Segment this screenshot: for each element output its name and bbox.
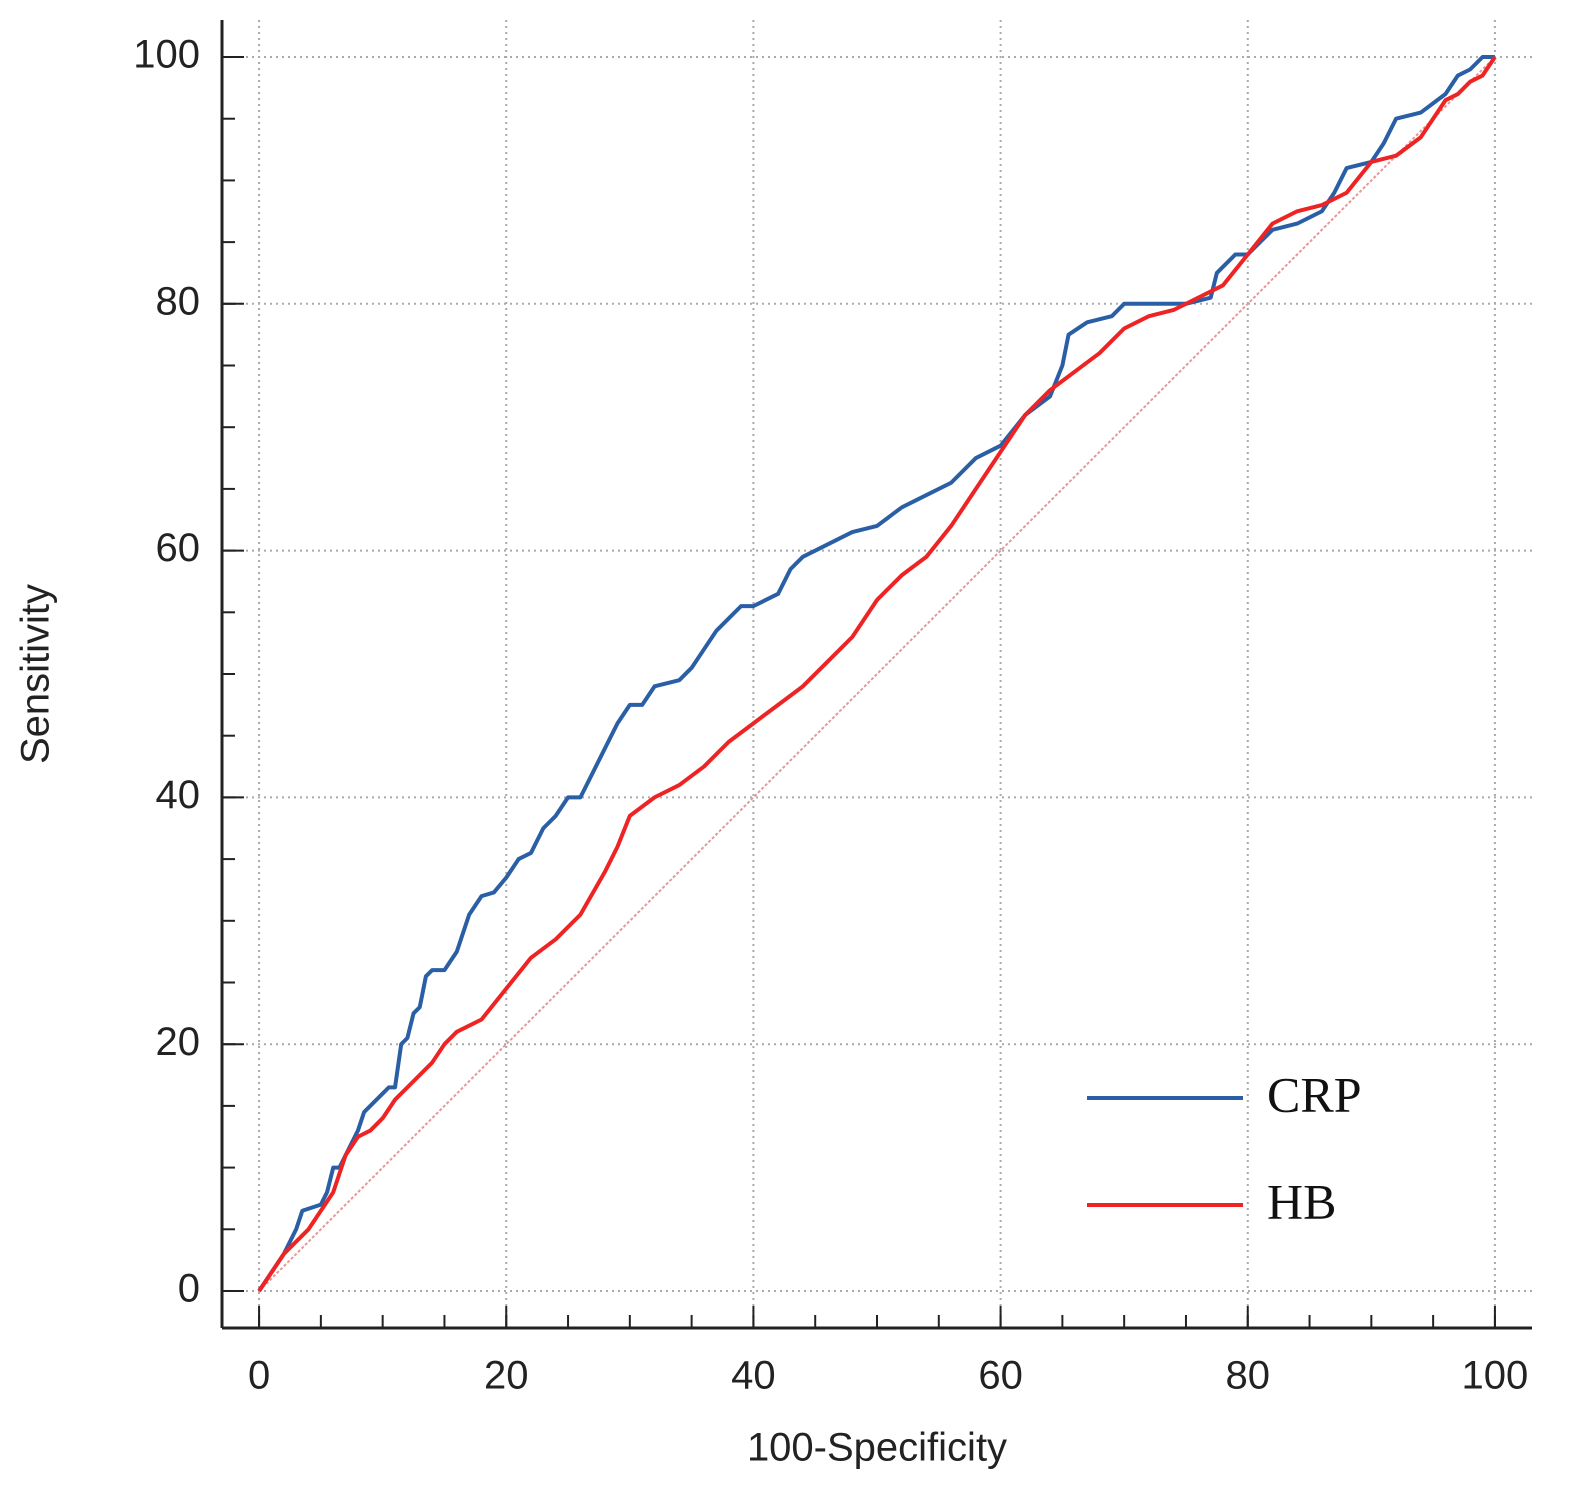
- y-tick-label: 20: [156, 1020, 201, 1064]
- y-tick-label: 0: [178, 1267, 200, 1311]
- reference-line: [258, 56, 1496, 1292]
- x-axis-label: 100-Specificity: [747, 1426, 1007, 1470]
- y-tick-label: 80: [156, 279, 201, 323]
- x-tick-label: 100: [1462, 1354, 1529, 1398]
- x-tick-label: 60: [978, 1354, 1023, 1398]
- y-axis-label: Sensitivity: [14, 584, 58, 764]
- y-tick-label: 60: [156, 526, 201, 570]
- x-tick-label: 20: [484, 1354, 529, 1398]
- y-tick-label: 100: [133, 33, 200, 77]
- legend-label: HB: [1267, 1173, 1336, 1229]
- y-tick-label: 40: [156, 773, 201, 817]
- roc-line: [257, 55, 1497, 1293]
- x-tick-label: 40: [731, 1354, 776, 1398]
- x-tick-label: 0: [248, 1354, 270, 1398]
- legend-label: CRP: [1267, 1066, 1362, 1122]
- x-tick-label: 80: [1226, 1354, 1271, 1398]
